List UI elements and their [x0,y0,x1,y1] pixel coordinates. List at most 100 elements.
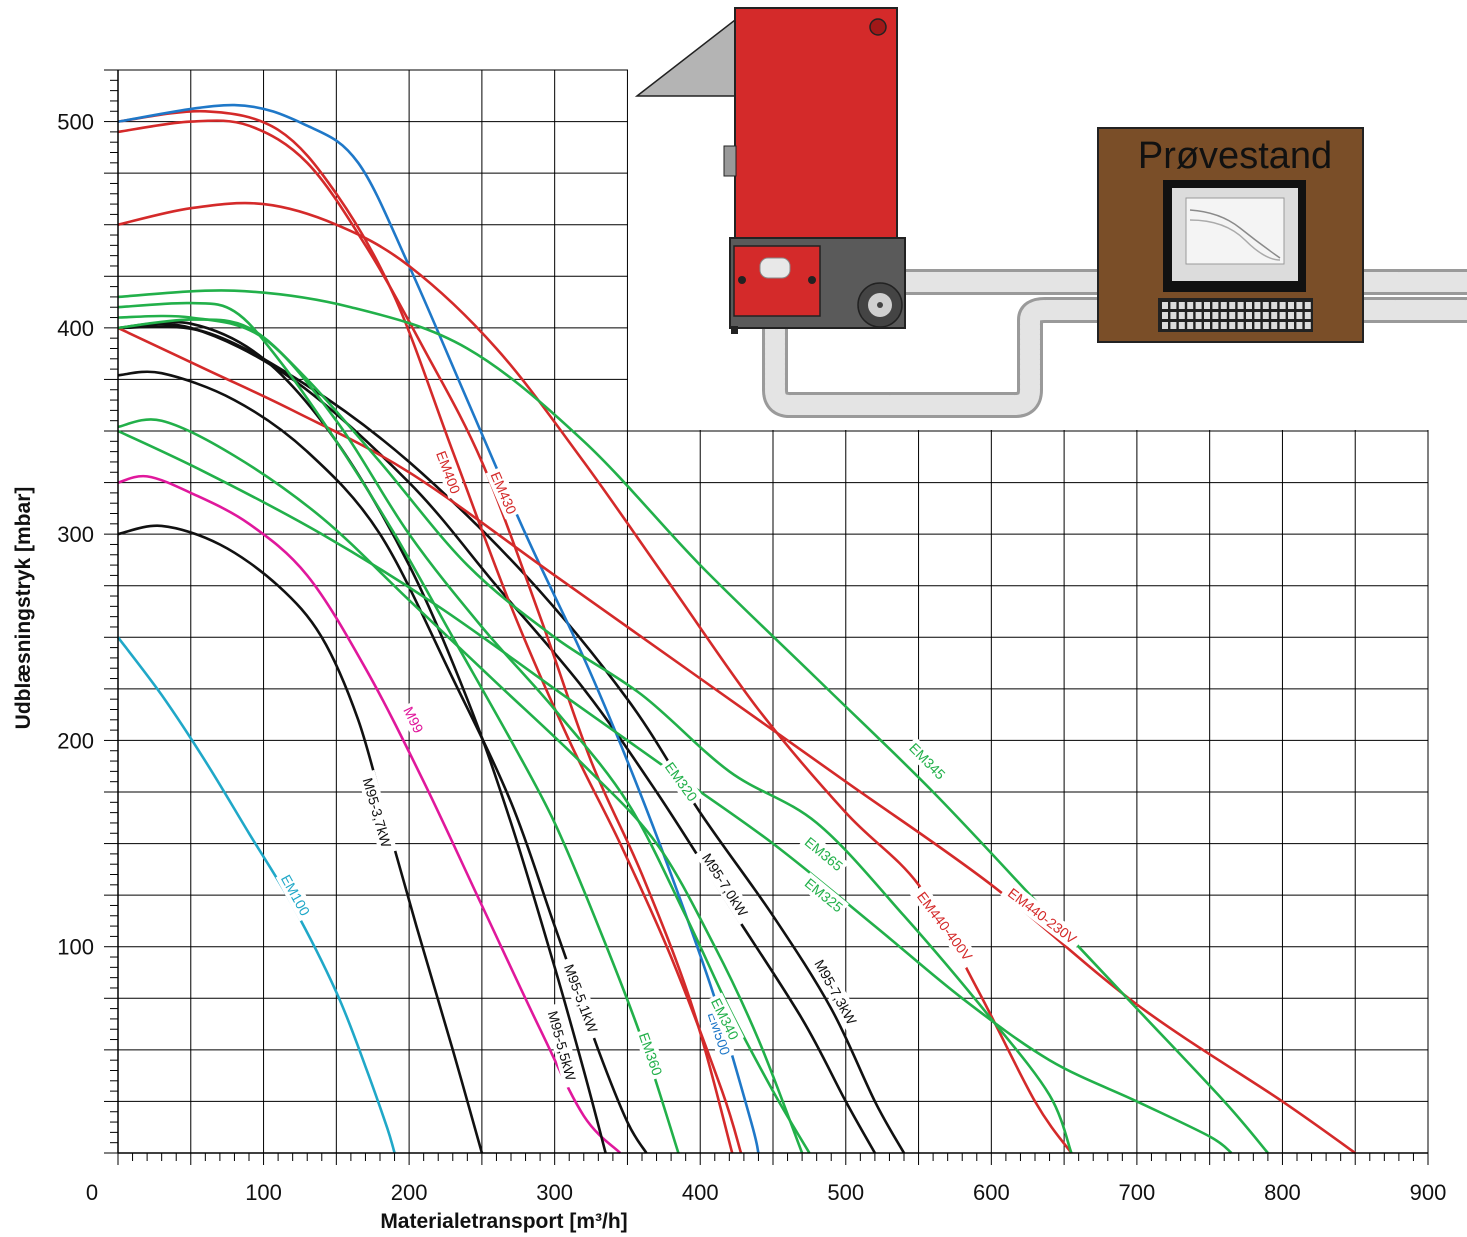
keyboard-key [1195,322,1202,329]
keyboard-key [1229,302,1236,309]
series-label-background [398,700,429,739]
keyboard-key [1212,322,1219,329]
series-line-em340 [117,314,811,1154]
series-label-m95-3-7kw: M95-3,7kW [357,769,398,856]
x-tick-label: 300 [536,1180,573,1205]
keyboard-key [1254,302,1261,309]
series-label-background [1000,880,1085,951]
series-label-text: EM365 [802,834,847,875]
blowing-machine-icon [634,7,906,334]
keyboard-key [1262,302,1269,309]
series-label-background [485,466,522,520]
series-label-background [633,1027,668,1081]
series-line-em325 [117,429,1233,1155]
keyboard-key [1254,322,1261,329]
series-label-m95-7-3kw: M95-7,3kW [807,951,864,1034]
keyboard-key [1288,302,1294,309]
keyboard-key [1288,322,1294,329]
keyboard-key [1304,322,1311,329]
series-label-text: EM430 [488,469,520,516]
y-axis-title: Udblæsningstryk [mbar] [12,487,35,730]
keyboard-key [1204,302,1210,309]
y-tick-label: 500 [57,110,94,135]
series-label-text: M95-7,0kW [699,850,752,920]
series-label-background [557,955,604,1041]
keyboard-key [1187,312,1194,319]
series-line-m99 [117,474,622,1154]
series-line-em365 [117,318,1073,1154]
series-label-text: M95-5,5kW [545,1009,580,1083]
keyboard-key [1170,312,1177,319]
series-label-background [910,883,980,969]
keyboard-key [1187,302,1194,309]
keyboard-key [1296,312,1303,319]
series-label-background [702,1006,736,1060]
keyboard-key [1162,302,1168,309]
series-line-m95-5-1kw [117,370,648,1154]
keyboard-key [1246,312,1252,319]
x-tick-label: 0 [86,1180,98,1205]
keyboard-key [1237,322,1244,329]
series-line-m95-7-0kw [117,322,877,1154]
keyboard-key [1204,322,1210,329]
x-tick-label: 400 [682,1180,719,1205]
series-line-em500 [117,103,760,1154]
keyboard-key [1178,322,1185,329]
keyboard-key [1271,322,1278,329]
series-label-background [542,1003,582,1089]
keyboard-key [1271,312,1278,319]
series-label-background [705,992,745,1046]
series-label-em320: EM320 [659,756,704,808]
series-label-text: EM320 [662,759,701,805]
x-tick-label: 800 [1264,1180,1301,1205]
x-tick-label: 600 [973,1180,1010,1205]
series-label-em430: EM430 [485,466,522,520]
keyboard-key [1229,312,1236,319]
keyboard-key [1162,312,1168,319]
keyboard-key [1220,302,1227,309]
keyboard-key [1237,302,1244,309]
series-label-text: EM440-400V [914,889,976,965]
y-tick-label: 100 [57,935,94,960]
keyboard-key [1170,302,1177,309]
x-tick-label: 200 [391,1180,428,1205]
keyboard-key [1178,302,1185,309]
keyboard-key [1296,322,1303,329]
series-line-em320 [117,418,804,1154]
keyboard-key [1195,302,1202,309]
keyboard-key [1304,302,1311,309]
y-tick-label: 400 [57,316,94,341]
keyboard-key [1246,322,1252,329]
series-label-em345: EM345 [903,736,952,786]
keyboard-key [1262,322,1269,329]
keyboard-key [1279,302,1286,309]
series-label-background [694,844,756,925]
keyboard-key [1279,312,1286,319]
x-tick-label: 100 [245,1180,282,1205]
series-label-em440-400v: EM440-400V [910,883,980,969]
y-tick-label: 200 [57,728,94,753]
series-label-em360: EM360 [633,1027,668,1081]
keyboard-key [1229,322,1236,329]
keyboard-key [1170,322,1177,329]
series-line-em430 [117,119,734,1154]
series-label-background [357,769,398,856]
keyboard-key [1304,312,1311,319]
x-tick-label: 500 [827,1180,864,1205]
chart-axis-ticks: 0 100 200 300 400 500 600 700 800 900 100 200 300 400… [57,69,1446,1205]
keyboard-key [1279,322,1286,329]
keyboard-key [1195,312,1202,319]
x-axis-title: Materialetransport [m³/h] [380,1210,627,1233]
keyboard-key [1246,302,1252,309]
series-label-text: EM360 [636,1030,666,1077]
keyboard-key [1162,322,1168,329]
keyboard-key [1262,312,1269,319]
series-label-text: M95-3,7kW [360,776,395,850]
series-label-background [275,868,316,922]
keyboard-key [1288,312,1294,319]
series-line-em440-230v [117,326,1356,1155]
series-label-background [903,736,952,786]
keyboard-key [1220,322,1227,329]
series-label-m99: M99 [398,700,429,739]
